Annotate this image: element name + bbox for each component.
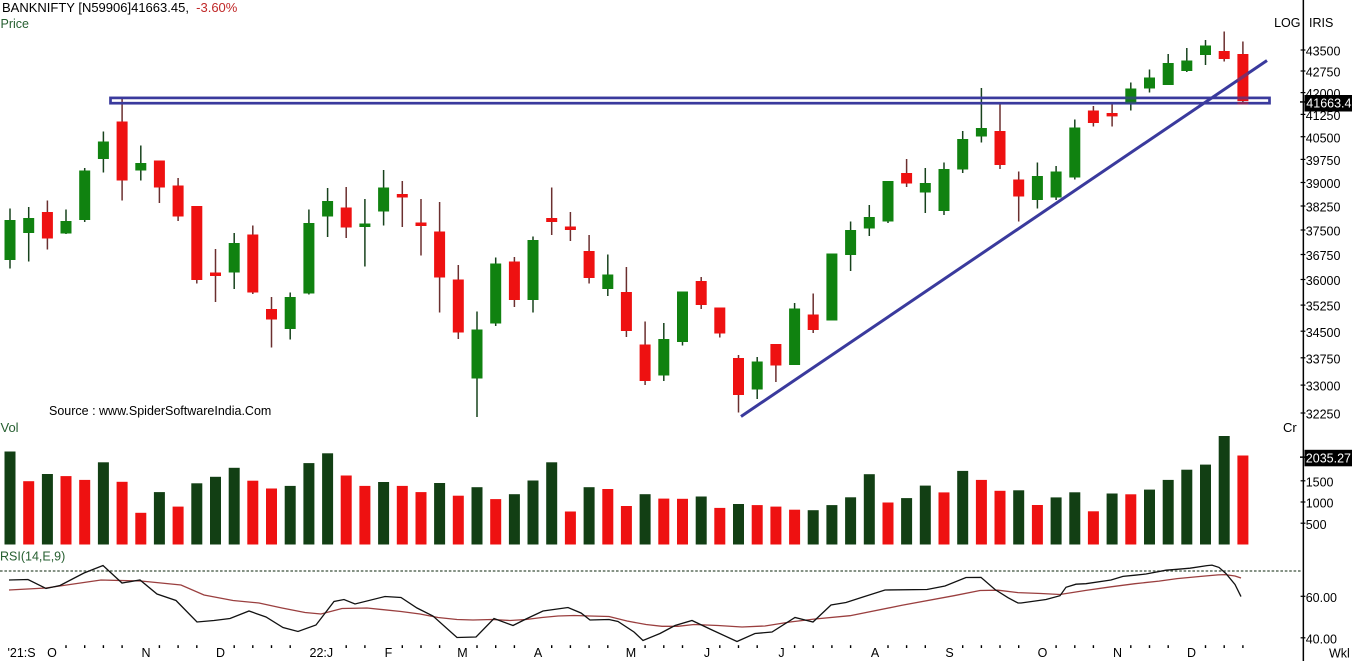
svg-text:RSI(14,E,9): RSI(14,E,9): [0, 550, 65, 564]
svg-text:A: A: [871, 646, 880, 660]
svg-text:36000: 36000: [1306, 274, 1341, 288]
svg-text:J: J: [704, 646, 710, 660]
svg-text:22:J: 22:J: [310, 646, 334, 660]
svg-text:J: J: [778, 646, 784, 660]
svg-text:32250: 32250: [1306, 408, 1341, 422]
svg-text:40.00: 40.00: [1306, 632, 1337, 646]
svg-text:D: D: [1187, 646, 1196, 660]
svg-text:F: F: [385, 646, 393, 660]
svg-text:41250: 41250: [1306, 109, 1341, 123]
svg-text:37500: 37500: [1306, 225, 1341, 239]
svg-text:41663.4: 41663.4: [1306, 97, 1351, 111]
svg-text:33000: 33000: [1306, 380, 1341, 394]
svg-text:O: O: [47, 646, 57, 660]
svg-text:39750: 39750: [1306, 154, 1341, 168]
svg-text:35250: 35250: [1306, 300, 1341, 314]
svg-text:Price: Price: [1, 17, 30, 31]
svg-text:39000: 39000: [1306, 177, 1341, 191]
svg-text:42750: 42750: [1306, 66, 1341, 80]
svg-text:33750: 33750: [1306, 352, 1341, 366]
svg-text:43500: 43500: [1306, 45, 1341, 59]
svg-text:34500: 34500: [1306, 326, 1341, 340]
svg-text:A: A: [534, 646, 543, 660]
svg-text:BANKNIFTY [N59906]41663.45, -: BANKNIFTY [N59906]41663.45, -3.60%: [2, 0, 238, 15]
svg-text:60.00: 60.00: [1306, 591, 1337, 605]
svg-text:40500: 40500: [1306, 131, 1341, 145]
svg-text:D: D: [216, 646, 225, 660]
svg-text:Wkl: Wkl: [1329, 647, 1350, 661]
svg-text:500: 500: [1306, 518, 1327, 532]
svg-text:M: M: [457, 646, 467, 660]
svg-text:Vol: Vol: [1, 420, 19, 435]
svg-text:N: N: [1113, 646, 1122, 660]
svg-text:36750: 36750: [1306, 249, 1341, 263]
svg-text:M: M: [626, 646, 636, 660]
svg-text:S: S: [945, 646, 953, 660]
svg-text:N: N: [141, 646, 150, 660]
svg-text:2035.27: 2035.27: [1306, 451, 1351, 465]
svg-text:Cr: Cr: [1283, 420, 1297, 435]
svg-text:LOG: LOG: [1274, 16, 1300, 30]
svg-text:'21:S: '21:S: [8, 646, 36, 660]
svg-text:IRIS: IRIS: [1309, 16, 1333, 30]
svg-text:1000: 1000: [1306, 497, 1334, 511]
svg-text:Source : www.SpiderSoftwareInd: Source : www.SpiderSoftwareIndia.Com: [49, 404, 271, 418]
svg-text:38250: 38250: [1306, 201, 1341, 215]
svg-text:1500: 1500: [1306, 475, 1334, 489]
svg-text:O: O: [1038, 646, 1048, 660]
